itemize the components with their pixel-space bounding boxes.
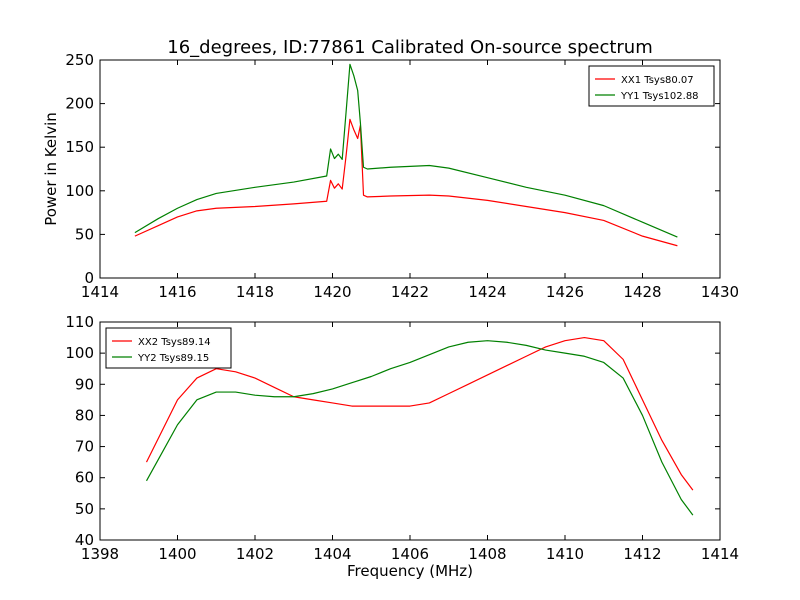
y-tick-label: 250 [65, 51, 94, 69]
legend-label: XX2 Tsys89.14 [138, 337, 211, 348]
y-tick-label: 110 [65, 313, 94, 331]
x-tick-label: 1404 [313, 545, 351, 563]
x-tick-label: 1418 [236, 283, 274, 301]
legend-label: YY2 Tsys89.15 [137, 353, 209, 364]
x-tick-label: 1430 [701, 283, 739, 301]
legend-box [588, 65, 715, 107]
y-tick-label: 0 [84, 269, 94, 287]
y-axis-label: Power in Kelvin [42, 112, 60, 226]
x-tick-label: 1406 [391, 545, 429, 563]
y-tick-label: 60 [75, 469, 94, 487]
y-tick-label: 50 [75, 225, 94, 243]
x-tick-label: 1422 [391, 283, 429, 301]
x-tick-label: 1414 [701, 545, 739, 563]
x-tick-label: 1428 [623, 283, 661, 301]
legend-label: YY1 Tsys102.88 [620, 91, 699, 102]
y-tick-label: 100 [65, 344, 94, 362]
x-tick-label: 1420 [313, 283, 351, 301]
legend-label: XX1 Tsys80.07 [621, 75, 694, 86]
y-tick-label: 80 [75, 406, 94, 424]
series-line-1-2 [134, 63, 678, 238]
x-tick-label: 1400 [158, 545, 196, 563]
x-axis-label: Frequency (MHz) [347, 562, 473, 580]
y-tick-label: 200 [65, 95, 94, 113]
x-tick-label: 1412 [623, 545, 661, 563]
legend-2: XX2 Tsys89.14 YY2 Tsys89.15 [105, 327, 232, 369]
y-tick-label: 150 [65, 138, 94, 156]
subplot-1: 1414 1416 1418 1420 1422 1424 1426 1428 1430 0 50 1… [42, 51, 739, 301]
subplot-2: 1398 1400 1402 1404 1406 1408 1410 1412 1414 40 50… [65, 313, 739, 580]
chart-title: 16_degrees, ID:77861 Calibrated On-sourc… [167, 37, 653, 58]
series-line-2-1 [145, 336, 694, 491]
x-tick-label: 1398 [81, 545, 119, 563]
x-tick-label: 1424 [468, 283, 506, 301]
x-tick-label: 1426 [546, 283, 584, 301]
x-tick-label: 1410 [546, 545, 584, 563]
y-tick-label: 70 [75, 438, 94, 456]
y-tick-label: 40 [75, 531, 94, 549]
series-line-2-2 [145, 340, 694, 516]
legend-box [105, 327, 232, 369]
x-tick-label: 1408 [468, 545, 506, 563]
x-tick-label: 1416 [158, 283, 196, 301]
series-line-1-1 [134, 118, 678, 247]
y-tick-label: 90 [75, 375, 94, 393]
x-tick-label: 1402 [236, 545, 274, 563]
plots: 1414 1416 1418 1420 1422 1424 1426 1428 14300501… [42, 51, 739, 580]
y-tick-label: 100 [65, 182, 94, 200]
legend-1: XX1 Tsys80.07 YY1 Tsys102.88 [588, 65, 715, 107]
y-tick-label: 50 [75, 500, 94, 518]
x-tick-label: 1414 [81, 283, 119, 301]
